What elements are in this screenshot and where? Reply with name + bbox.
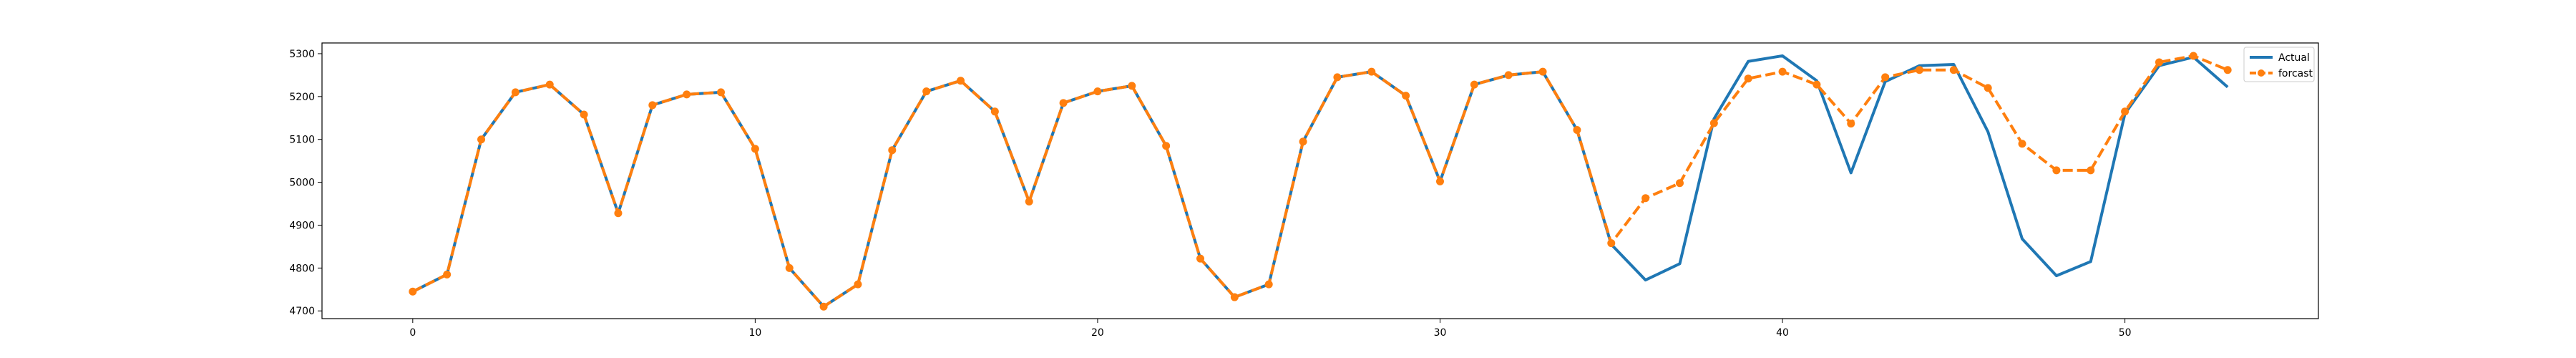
x-axis: 0 10 20 30 40 50 [409,319,2132,339]
legend: Actual forcast [2243,47,2315,82]
data-point [2087,166,2095,175]
data-point [1813,80,1821,89]
data-point [751,145,759,153]
data-point [1847,120,1855,128]
data-point [1709,119,1718,127]
data-point [1333,73,1342,82]
data-point [1744,74,1752,83]
y-tick-label: 5000 [289,178,315,189]
data-point [819,302,828,311]
data-point [957,77,965,85]
x-tick-label: 40 [1776,327,1789,339]
data-point [922,87,931,96]
data-point [1025,198,1033,206]
plot-area [321,42,2319,319]
data-point [888,146,897,155]
legend-marker [2258,69,2265,77]
y-tick-label: 5200 [289,92,315,103]
y-tick-label: 5100 [289,135,315,146]
series-line-forcast [411,54,2228,309]
data-point [1538,67,1547,76]
data-point [1093,87,1102,96]
data-point [580,110,588,119]
data-point [1367,67,1376,76]
data-point [1641,194,1650,203]
data-point [990,107,999,116]
data-point [1984,84,1992,92]
y-tick-label: 4900 [289,220,315,231]
data-point [1162,142,1171,150]
data-point [1196,254,1205,263]
data-point [511,88,519,97]
y-tick-label: 5300 [289,49,315,60]
data-point [1573,126,1581,135]
data-point [1607,239,1616,248]
data-point [1949,66,1958,74]
x-tick-label: 30 [1434,327,1447,339]
data-point [2018,140,2026,148]
x-tick-label: 10 [748,327,761,339]
y-axis: 4700 4800 4900 5000 5100 5200 5300 [289,49,322,317]
data-point [1504,71,1513,79]
data-point [1915,66,1923,74]
x-tick-label: 0 [409,327,416,339]
data-point [648,101,657,110]
data-point [545,80,554,89]
data-point [614,209,623,218]
data-point [1435,177,1444,185]
data-point [1881,73,1890,82]
data-point [1402,92,1410,100]
data-point [409,287,417,296]
data-point [854,280,862,289]
data-point [717,88,726,97]
data-point [2052,166,2061,175]
data-point [1059,99,1068,107]
data-point [477,135,486,144]
data-point [1264,280,1273,289]
data-point [1299,137,1307,146]
x-tick-label: 50 [2119,327,2132,339]
x-tick-label: 20 [1091,327,1104,339]
data-point [785,263,794,272]
legend-label: forcast [2278,68,2313,79]
data-point [2121,107,2129,116]
data-point [2155,58,2163,67]
y-tick-label: 4700 [289,306,315,317]
data-point [1778,67,1787,76]
data-point [683,90,691,99]
data-point [1675,179,1684,188]
data-point [2189,52,2197,60]
y-tick-label: 4800 [289,263,315,274]
data-point [1470,80,1478,89]
data-point [443,270,452,279]
series-layer [409,52,2232,311]
data-point [1230,293,1239,301]
data-point [2223,66,2232,74]
legend-label: Actual [2278,52,2310,64]
data-point [1128,82,1136,90]
